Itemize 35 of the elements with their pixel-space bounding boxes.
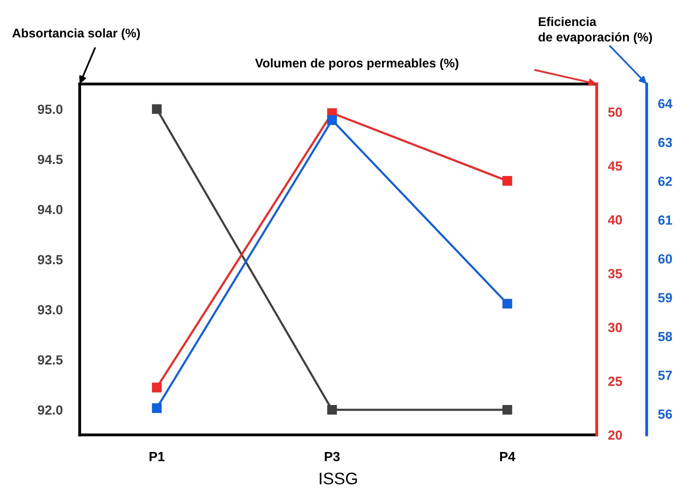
- y2-tick-label: 35: [608, 268, 622, 278]
- x-tick-label: P1: [150, 452, 165, 462]
- y2-tick-label: 30: [608, 322, 622, 332]
- y3-tick-label: 59: [658, 293, 672, 302]
- y3-tick-label: 61: [658, 215, 672, 225]
- y2-tick-label: 40: [608, 215, 622, 225]
- y3-tick-label: 57: [658, 370, 672, 380]
- y3-tick-label: 62: [658, 176, 672, 186]
- point: [152, 382, 162, 392]
- x-tick-label: P3: [324, 452, 340, 462]
- point: [502, 298, 512, 309]
- y-tick-label: 93.5: [38, 255, 63, 264]
- y2-tick-label: 20: [608, 430, 622, 440]
- y3-tick-label: 58: [658, 332, 672, 342]
- y2-tick-label: 50: [608, 108, 622, 117]
- point: [327, 115, 337, 125]
- point: [152, 403, 162, 413]
- y3-axis-title: Eficiencia de evaporación (%): [538, 16, 652, 44]
- y-tick-label: 94.5: [38, 154, 63, 164]
- y-axis-title: Absortancia solar (%): [12, 28, 140, 40]
- y2-tick-label: 25: [608, 376, 622, 386]
- y-tick-label: 92.5: [38, 355, 63, 365]
- y3-tick-label: 56: [658, 409, 672, 419]
- point: [502, 176, 512, 186]
- x-axis-title: ISSG: [320, 472, 357, 484]
- y3-tick-label: 64: [658, 98, 672, 108]
- y3-tick-label: 60: [658, 254, 672, 264]
- y-tick-label: 94.0: [38, 204, 62, 214]
- y-tick-label: 92.0: [38, 405, 62, 415]
- y-tick-label: 93.0: [38, 305, 62, 314]
- y2-tick-label: 45: [608, 161, 622, 171]
- y3-tick-label: 63: [658, 138, 672, 148]
- y-tick-label: 95.0: [38, 104, 62, 114]
- y2-axis-title: Volumen de poros permeables (%): [255, 58, 458, 70]
- x-tick-label: P4: [500, 452, 516, 462]
